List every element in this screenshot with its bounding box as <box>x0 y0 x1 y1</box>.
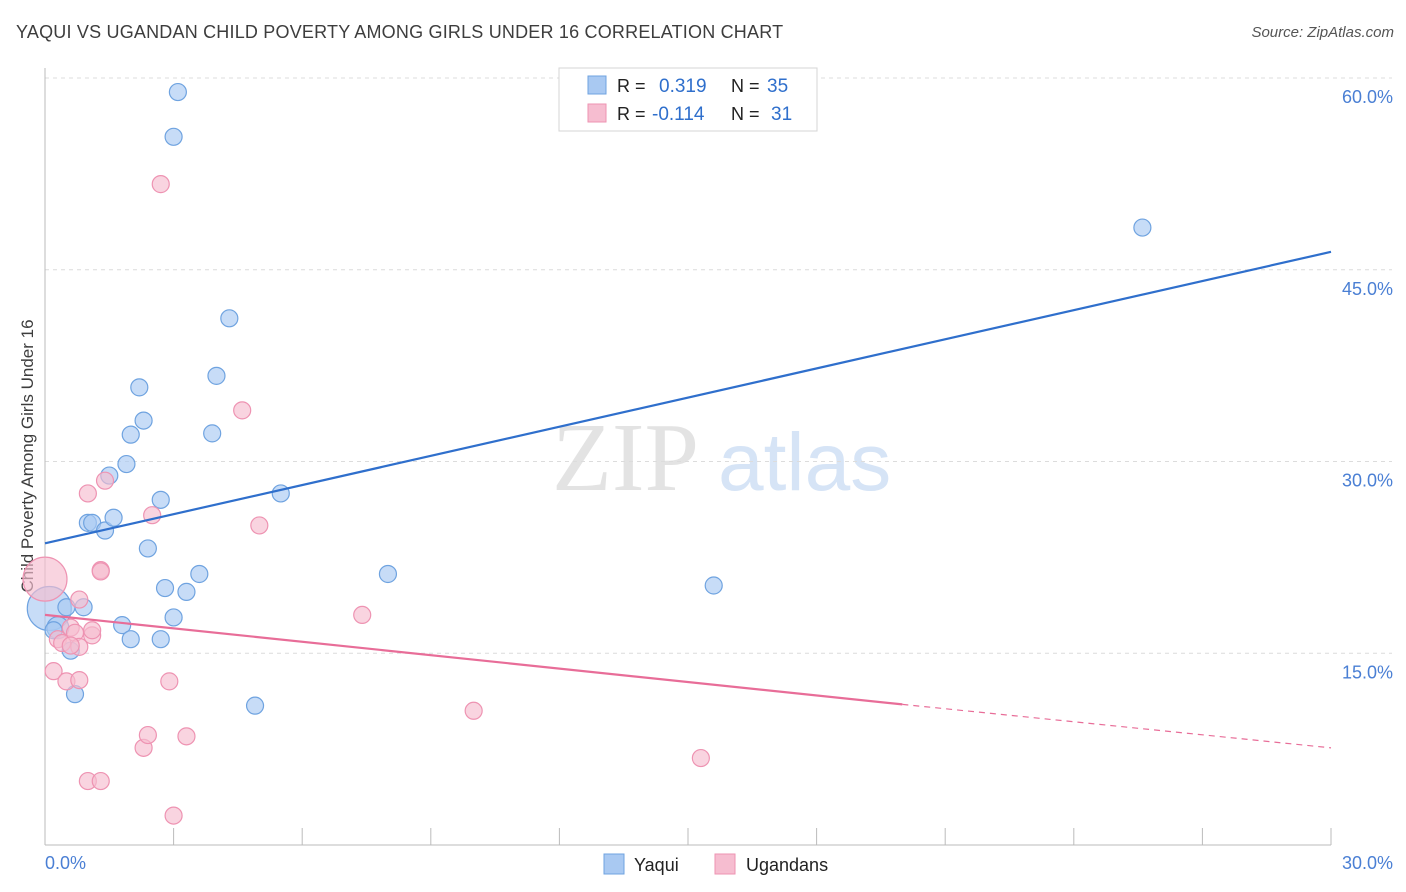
series-legend-yaqui-swatch[interactable] <box>603 853 625 875</box>
yaqui-point <box>177 582 196 601</box>
ugandans-point <box>70 670 89 690</box>
legend-yaqui-n-label: N = <box>731 76 760 96</box>
source-credit: Source: ZipAtlas.com <box>1251 24 1394 41</box>
yaqui-point <box>121 630 140 649</box>
yaqui-point <box>113 616 132 635</box>
yaqui-point <box>151 630 170 649</box>
yaqui-point <box>164 608 183 627</box>
ugandans-point <box>691 748 710 768</box>
yaqui-trend-line <box>44 250 1332 545</box>
ugandans-trend-extension <box>902 703 1332 749</box>
ugandans-trend-line <box>44 613 903 706</box>
y-tick-label: 45.0% <box>1342 279 1393 299</box>
ugandans-point <box>83 621 102 640</box>
legend-yaqui-swatch <box>587 75 607 95</box>
ugandans-point <box>61 636 80 655</box>
yaqui-point <box>203 424 222 443</box>
ugandans-point <box>160 672 179 691</box>
ugandans-point <box>44 662 63 681</box>
axes: 15.0% 30.0% 45.0% 60.0% 0.0% 30.0% <box>44 68 1393 873</box>
trend-lines <box>44 250 1332 749</box>
grid-lines <box>45 77 1392 654</box>
series-legend-yaqui-label: Yaqui <box>634 855 679 875</box>
ugandans-point <box>22 556 68 602</box>
yaqui-point <box>378 564 398 584</box>
y-tick-label: 15.0% <box>1342 662 1393 682</box>
data-points <box>22 82 1152 825</box>
y-tick-label: 60.0% <box>1342 87 1393 107</box>
ugandans-point <box>138 725 157 745</box>
ugandans-point <box>250 516 269 535</box>
legend-ugandans-swatch <box>587 103 607 123</box>
ugandans-point <box>91 562 110 581</box>
yaqui-point <box>1133 218 1152 237</box>
ugandans-point <box>151 175 170 194</box>
legend-ugandans-r-label: R = <box>617 104 646 124</box>
yaqui-point <box>164 127 183 146</box>
legend-yaqui-n-value: 35 <box>767 76 788 97</box>
yaqui-point <box>220 309 239 328</box>
series-legend: Yaqui Ugandans <box>603 853 828 875</box>
yaqui-point <box>168 82 187 102</box>
yaqui-point <box>190 564 209 584</box>
ugandans-point <box>177 727 196 746</box>
yaqui-point <box>151 490 170 509</box>
x-tick-label: 0.0% <box>45 853 86 873</box>
ugandans-point <box>164 806 183 825</box>
series-legend-ugandans-label: Ugandans <box>746 855 828 875</box>
legend-ugandans-r-value: -0.114 <box>652 104 705 125</box>
stats-legend: R = 0.319 N = 35 R = -0.114 N = 31 <box>558 67 818 132</box>
yaqui-point <box>104 508 123 527</box>
ugandans-point <box>95 471 115 490</box>
series-legend-ugandans-swatch[interactable] <box>714 853 736 875</box>
ugandans-point <box>233 401 252 420</box>
legend-ugandans-n-value: 31 <box>771 104 792 125</box>
yaqui-point <box>704 576 723 595</box>
yaqui-point <box>117 454 136 474</box>
ugandans-point <box>70 590 89 609</box>
yaqui-point <box>130 378 149 397</box>
ugandans-point <box>91 771 110 791</box>
yaqui-point <box>121 425 140 444</box>
watermark-zip: ZIP <box>552 404 699 512</box>
legend-yaqui-r-value: 0.319 <box>659 76 707 97</box>
legend-yaqui-r-label: R = <box>617 76 646 96</box>
yaqui-point <box>155 578 175 598</box>
watermark-atlas: atlas <box>718 417 891 508</box>
ugandans-point <box>78 484 97 503</box>
y-tick-label: 30.0% <box>1342 471 1393 491</box>
chart-title: YAQUI VS UGANDAN CHILD POVERTY AMONG GIR… <box>16 22 784 42</box>
yaqui-point <box>138 539 157 558</box>
ugandans-point <box>353 605 372 625</box>
yaqui-point <box>245 696 265 715</box>
yaqui-point <box>207 366 226 385</box>
legend-ugandans-n-label: N = <box>731 104 760 124</box>
yaqui-point <box>134 411 153 430</box>
ugandans-point <box>464 701 483 720</box>
x-tick-label: 30.0% <box>1342 853 1393 873</box>
